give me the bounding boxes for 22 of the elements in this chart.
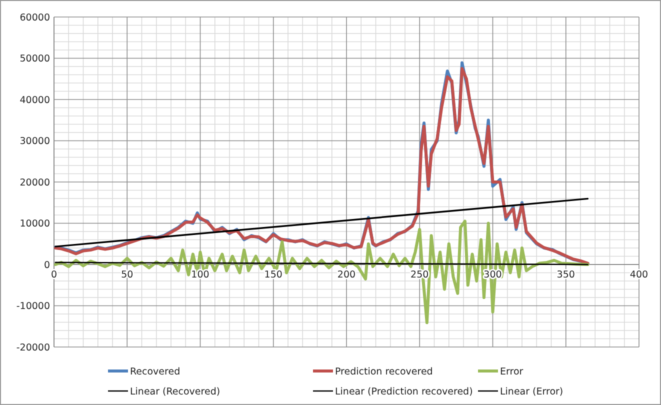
- x-tick-label: 150: [264, 270, 282, 280]
- x-tick-label: 0: [50, 270, 58, 280]
- x-tick-label: 100: [191, 270, 210, 280]
- legend-label: Linear (Prediction recovered): [335, 386, 473, 398]
- y-tick-label: 40000: [20, 94, 50, 106]
- legend-label: Recovered: [130, 366, 180, 378]
- legend-label: Linear (Error): [500, 386, 564, 398]
- y-tick-label: -10000: [16, 301, 50, 312]
- y-tick-label: 30000: [20, 136, 50, 148]
- y-tick-label: 50000: [20, 54, 50, 65]
- y-tick-label: 20000: [20, 177, 50, 188]
- legend-label: Linear (Recovered): [130, 386, 220, 398]
- legend-label: Error: [500, 366, 524, 378]
- y-tick-label: 10000: [20, 218, 50, 230]
- y-tick-label: 0: [44, 260, 50, 271]
- x-tick-label: 200: [337, 270, 356, 280]
- legend-label: Prediction recovered: [335, 366, 433, 378]
- y-tick-label: -20000: [16, 342, 50, 354]
- y-tick-label: 60000: [20, 12, 50, 24]
- x-tick-label: 50: [121, 270, 134, 280]
- x-tick-label: 400: [630, 270, 648, 280]
- x-tick-label: 350: [556, 270, 575, 280]
